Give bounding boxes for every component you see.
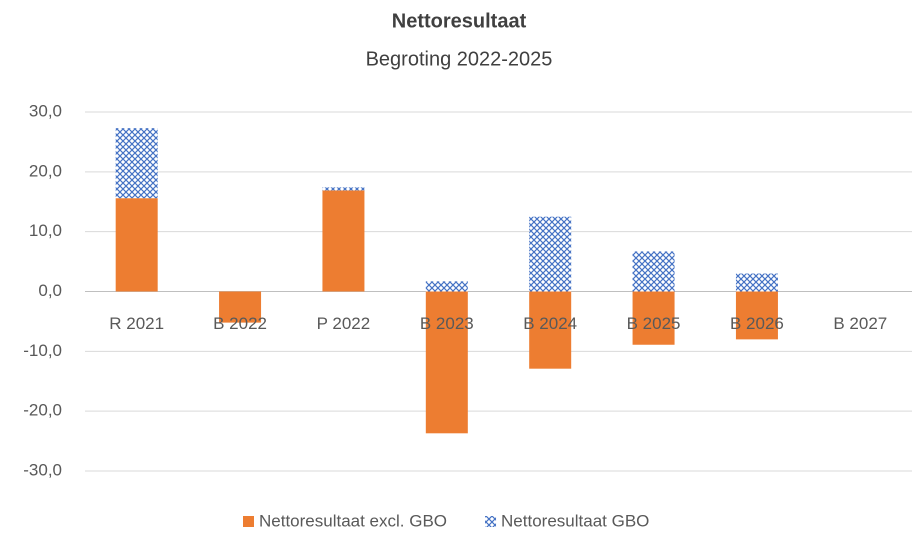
bar xyxy=(219,291,262,323)
chart-subtitle: Begroting 2022-2025 xyxy=(366,48,553,70)
bar xyxy=(735,291,778,340)
y-tick-label: -30,0 xyxy=(23,460,62,479)
legend-swatch xyxy=(485,516,497,527)
bar xyxy=(632,251,675,292)
y-tick-label: -10,0 xyxy=(23,341,62,360)
y-tick-label: 20,0 xyxy=(29,161,62,180)
x-tick-label: B 2023 xyxy=(420,314,474,333)
bar xyxy=(115,128,158,199)
x-tick-label: P 2022 xyxy=(317,314,371,333)
x-tick-label: B 2026 xyxy=(730,314,784,333)
x-tick-label: B 2022 xyxy=(213,314,267,333)
bar xyxy=(529,291,572,369)
y-tick-label: 0,0 xyxy=(38,281,62,300)
bar xyxy=(425,291,468,434)
y-tick-label: 30,0 xyxy=(29,101,62,120)
bar xyxy=(529,216,572,292)
x-tick-label: B 2027 xyxy=(833,314,887,333)
x-tick-label: B 2025 xyxy=(627,314,681,333)
legend-label: Nettoresultaat excl. GBO xyxy=(259,511,447,530)
bar xyxy=(632,291,675,345)
x-tick-label: R 2021 xyxy=(109,314,164,333)
x-tick-label: B 2024 xyxy=(523,314,577,333)
bar xyxy=(322,190,365,292)
bar xyxy=(322,187,365,191)
y-tick-label: -20,0 xyxy=(23,401,62,420)
bar xyxy=(735,273,778,292)
bar xyxy=(115,198,158,292)
legend-label: Nettoresultaat GBO xyxy=(501,511,649,530)
chart-title: Nettoresultaat xyxy=(392,10,527,32)
bar xyxy=(425,281,468,292)
legend-swatch xyxy=(243,516,254,527)
y-tick-label: 10,0 xyxy=(29,221,62,240)
